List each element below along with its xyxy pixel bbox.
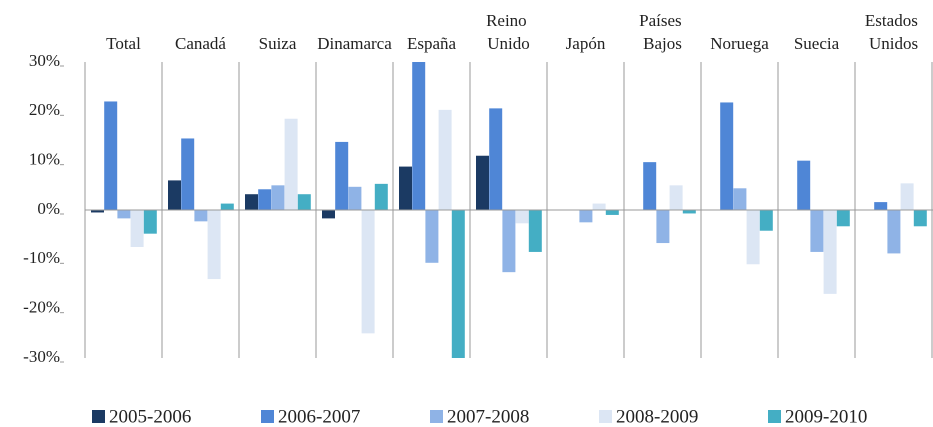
bar [502,210,516,273]
bar [143,210,157,234]
y-tick-label: 10% [29,150,60,169]
legend-label: 2007-2008 [447,406,529,427]
y-tick-label: -20% [23,298,60,317]
x-tick-label: Japón [566,34,606,53]
bar [374,183,388,210]
x-tick-label: Países Bajos [639,11,686,53]
bar [117,210,131,219]
bar [284,118,298,210]
bar [207,210,221,280]
bar [322,210,335,219]
legend-label: 2009-2010 [785,406,867,427]
legend-swatch [261,410,274,423]
bar [399,166,412,210]
x-tick-label: Dinamarca [317,34,392,53]
bar [720,102,734,210]
bar [528,210,542,252]
bar [489,108,503,210]
bar [130,210,144,247]
bar [258,189,272,210]
x-tick-label: Estados Unidos [865,11,922,53]
x-tick-label: Reino Unido [486,11,531,53]
bar [643,162,657,210]
bar [361,210,375,334]
y-tick-label: -10% [23,248,60,267]
bar [168,180,181,210]
x-tick-label: España [407,34,457,53]
y-tick-label: -30% [23,347,60,366]
bar [746,210,760,265]
bar [194,210,208,222]
bar [476,155,489,210]
bar [913,210,927,227]
x-tick-label: Total [106,34,141,53]
legend-swatch [430,410,443,423]
bar [181,138,195,210]
x-tick-label: Suiza [259,34,297,53]
bar [271,185,285,210]
bar [874,202,888,210]
bar [887,210,901,254]
bar [425,210,439,263]
x-tick-label: Noruega [710,34,769,53]
bar [759,210,773,231]
bar [451,210,465,358]
bar [733,188,747,210]
legend-swatch [599,410,612,423]
bar [836,210,850,227]
x-tick-label: Suecia [794,34,840,53]
bar [656,210,670,244]
legend-swatch [768,410,781,423]
y-tick-label: 0% [37,199,60,218]
legend-label: 2008-2009 [616,406,698,427]
bar [297,194,311,210]
bar [810,210,824,252]
legend-label: 2006-2007 [278,406,360,427]
x-tick-label: Canadá [175,34,226,53]
bar [438,109,452,210]
bar [669,185,683,210]
bar [682,210,696,214]
bar [900,183,914,210]
bar [412,62,426,210]
bar [348,186,362,210]
y-tick-label: 20% [29,100,60,119]
bar [104,101,118,210]
bar [579,210,593,223]
bar [605,210,619,215]
bar [91,210,104,213]
bar [823,210,837,294]
y-tick-label: 30% [29,51,60,70]
plot-area [91,62,927,358]
bar [245,194,258,210]
bar [220,203,234,210]
bar [335,141,349,210]
bar [592,203,606,210]
legend-swatch [92,410,105,423]
bar [797,160,811,210]
legend-label: 2005-2006 [109,406,191,427]
bar [515,210,529,224]
